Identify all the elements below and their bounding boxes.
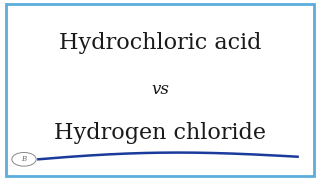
Text: vs: vs xyxy=(151,82,169,98)
Text: Hydrogen chloride: Hydrogen chloride xyxy=(54,122,266,144)
Text: Hydrochloric acid: Hydrochloric acid xyxy=(59,32,261,54)
Text: B: B xyxy=(21,155,27,163)
